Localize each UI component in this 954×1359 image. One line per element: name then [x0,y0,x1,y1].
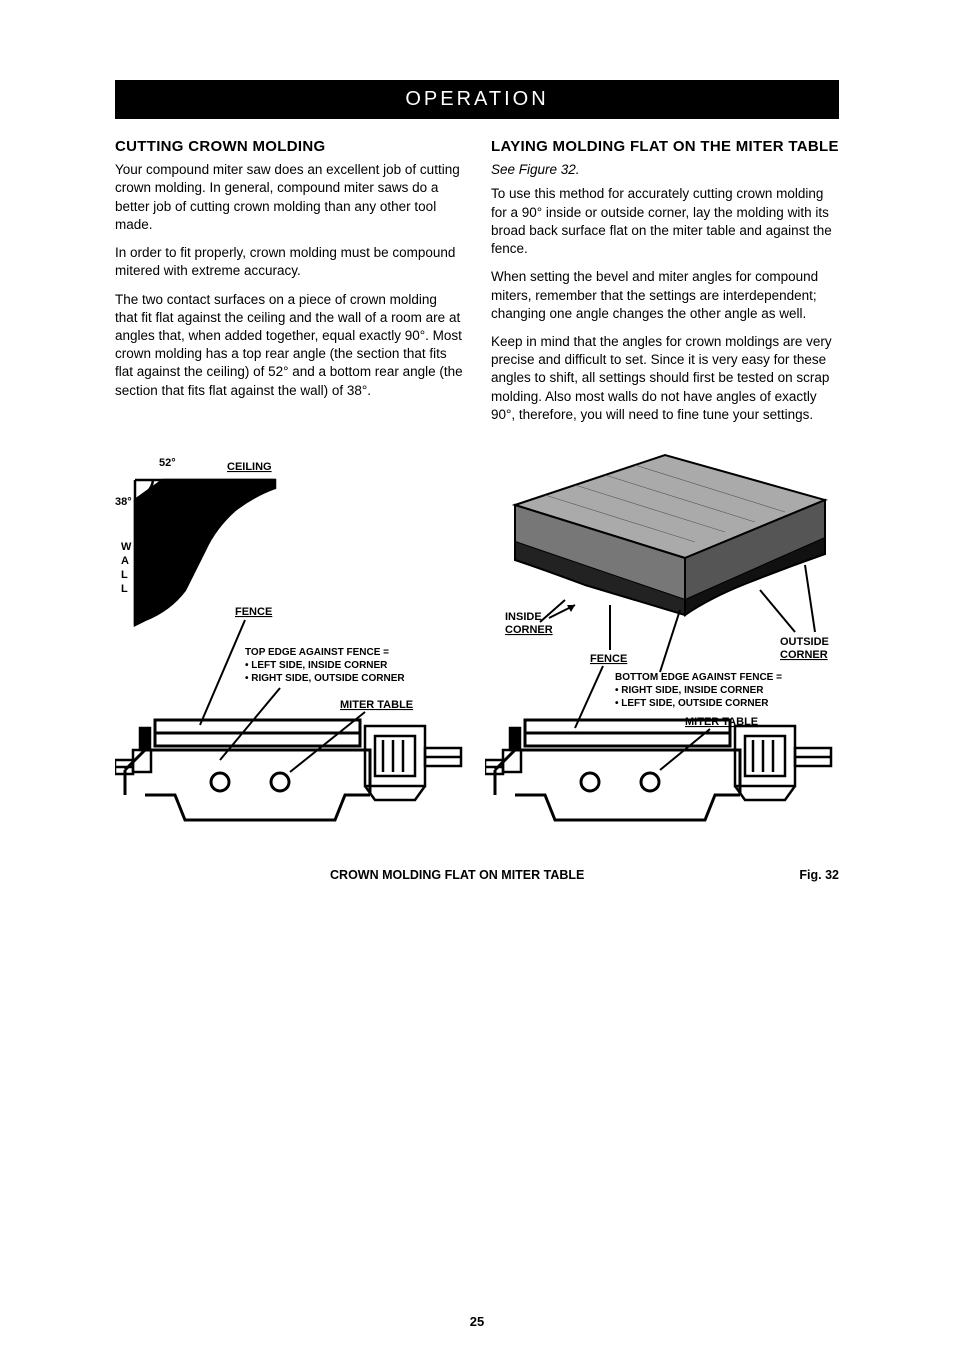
caption-text: CROWN MOLDING FLAT ON MITER TABLE [115,868,799,882]
left-p3: The two contact surfaces on a piece of c… [115,291,463,400]
header-title: OPERATION [405,88,548,110]
figure-reference: See Figure 32. [491,161,839,179]
label-topedge: TOP EDGE AGAINST FENCE = [245,647,389,658]
right-column: LAYING MOLDING FLAT ON THE MITER TABLE S… [491,137,839,434]
right-p2: When setting the bevel and miter angles … [491,268,839,323]
label-topedge-b1: • LEFT SIDE, INSIDE CORNER [245,660,388,671]
left-heading: CUTTING CROWN MOLDING [115,137,463,157]
figure-right-svg: INSIDE CORNER OUTSIDE CORNER FENCE BOTTO… [485,450,845,850]
label-topedge-b2: • RIGHT SIDE, OUTSIDE CORNER [245,673,405,684]
label-wall-l1: L [121,569,128,581]
label-inside2: CORNER [505,624,553,636]
label-mitertable-left: MITER TABLE [340,699,413,711]
header-bar: OPERATION [115,80,839,119]
right-p3: Keep in mind that the angles for crown m… [491,333,839,424]
label-52: 52° [159,457,176,469]
figures-row: 52° 38° CEILING W A L L FENCE TOP EDGE A… [115,450,839,850]
label-38: 38° [115,496,132,508]
label-inside1: INSIDE [505,611,542,623]
text-columns: CUTTING CROWN MOLDING Your compound mite… [115,137,839,434]
figure-right: INSIDE CORNER OUTSIDE CORNER FENCE BOTTO… [485,450,845,850]
label-wall-a: A [121,555,129,567]
label-ceiling: CEILING [227,461,272,473]
label-wall-w: W [121,541,132,553]
label-outside2: CORNER [780,649,828,661]
label-bottomedge-b1: • RIGHT SIDE, INSIDE CORNER [615,685,764,696]
label-wall-l2: L [121,583,128,595]
label-outside1: OUTSIDE [780,636,829,648]
label-fence-left: FENCE [235,606,272,618]
caption-row: CROWN MOLDING FLAT ON MITER TABLE Fig. 3… [115,868,839,882]
right-heading: LAYING MOLDING FLAT ON THE MITER TABLE [491,137,839,157]
left-column: CUTTING CROWN MOLDING Your compound mite… [115,137,463,434]
right-p1: To use this method for accurately cuttin… [491,185,839,258]
figure-left-svg: 52° 38° CEILING W A L L FENCE TOP EDGE A… [115,450,475,850]
label-fence-right: FENCE [590,653,627,665]
page: OPERATION CUTTING CROWN MOLDING Your com… [0,0,954,1359]
page-number: 25 [0,1314,954,1329]
label-bottomedge: BOTTOM EDGE AGAINST FENCE = [615,672,782,683]
left-p1: Your compound miter saw does an excellen… [115,161,463,234]
figure-number: Fig. 32 [799,868,839,882]
left-p2: In order to fit properly, crown molding … [115,244,463,280]
label-bottomedge-b2: • LEFT SIDE, OUTSIDE CORNER [615,698,769,709]
figure-left: 52° 38° CEILING W A L L FENCE TOP EDGE A… [115,450,475,850]
